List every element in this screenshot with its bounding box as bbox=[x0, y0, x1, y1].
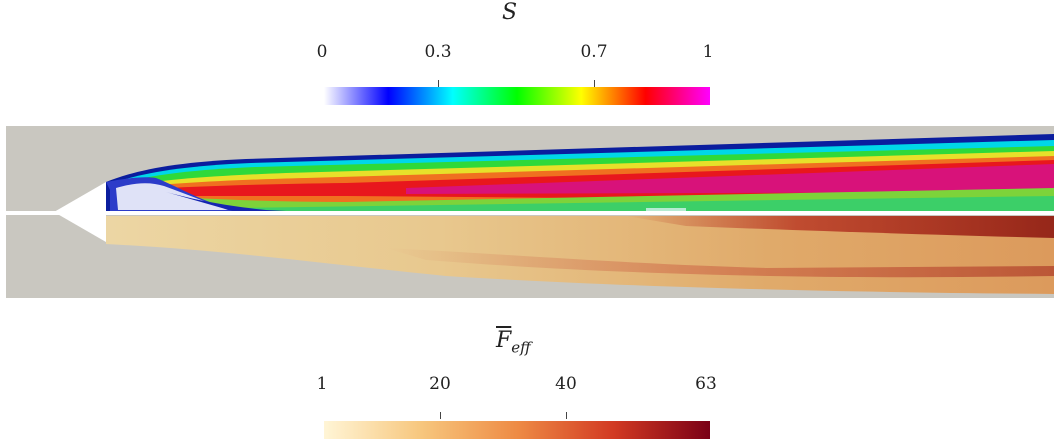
bottom-legend-tick-label: 40 bbox=[555, 374, 577, 394]
bottom-legend-tick-mark bbox=[440, 412, 441, 419]
bottom-legend-tick-mark bbox=[566, 412, 567, 419]
top-legend-tick-label: 0.7 bbox=[580, 42, 608, 62]
top-legend-tick-label: 0 bbox=[316, 42, 328, 62]
bottom-colorbar bbox=[324, 421, 710, 439]
top-legend-tick-mark bbox=[438, 80, 439, 87]
f-field-region bbox=[106, 216, 1054, 294]
symmetry-axis-line bbox=[6, 211, 1054, 215]
bottom-legend-tick-label: 1 bbox=[316, 374, 328, 394]
top-legend-tick-label: 1 bbox=[702, 42, 714, 62]
top-legend-tick-mark bbox=[594, 80, 595, 87]
s-field-bands bbox=[106, 134, 1054, 212]
top-legend-title: S bbox=[502, 0, 518, 25]
top-legend-tick-label: 0.3 bbox=[424, 42, 452, 62]
flow-field-plot bbox=[6, 126, 1054, 298]
top-colorbar bbox=[324, 87, 710, 105]
bottom-legend-title: Feff bbox=[496, 328, 531, 357]
bottom-legend-tick-label: 63 bbox=[695, 374, 717, 394]
bottom-legend-tick-label: 20 bbox=[429, 374, 451, 394]
